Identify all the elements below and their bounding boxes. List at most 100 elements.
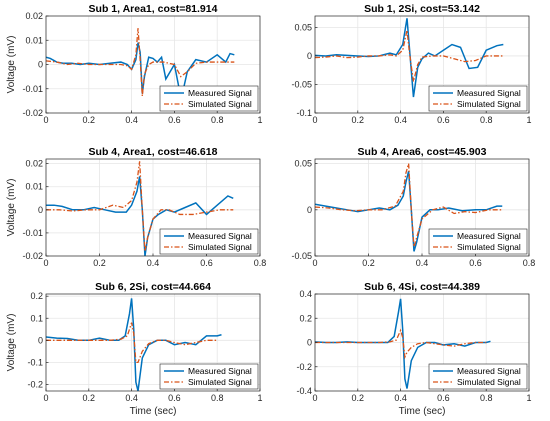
legend-entry: Measured Signal bbox=[188, 88, 252, 98]
subplot-2: 0 0.2 0.4 0.6 0.8 1 -0.1 -0.05 0 0.05 Sub 1, 2Si, … bbox=[291, 3, 531, 125]
measured-signal-line bbox=[315, 18, 504, 98]
y-tick-label: -0.02 bbox=[22, 108, 43, 118]
x-tick-label: 0.8 bbox=[523, 258, 536, 268]
y-tick-label: -0.1 bbox=[296, 108, 312, 118]
x-tick-label: 0.8 bbox=[480, 393, 493, 403]
x-tick-label: 0.8 bbox=[211, 115, 224, 125]
y-tick-label: 0.2 bbox=[299, 313, 312, 323]
x-tick-label: 1 bbox=[526, 393, 531, 403]
y-tick-label: 0 bbox=[307, 51, 312, 61]
subplot-3: 0 0.2 0.4 0.6 0.8 -0.02 -0.01 0 0.01 0.02 Sub 4, A… bbox=[6, 146, 266, 268]
y-tick-label: 0 bbox=[307, 338, 312, 348]
y-tick-label: 0.02 bbox=[25, 11, 43, 21]
x-tick-label: 0.6 bbox=[200, 258, 213, 268]
legend-entry: Measured Signal bbox=[457, 366, 521, 376]
y-tick-label: 0 bbox=[38, 60, 43, 70]
y-tick-label: 0 bbox=[38, 205, 43, 215]
subplot-1: 0 0.2 0.4 0.6 0.8 1 -0.02 -0.01 0 0.01 0.02 Sub 1, … bbox=[6, 3, 263, 125]
x-tick-label: 0 bbox=[43, 258, 48, 268]
measured-signal-line bbox=[315, 298, 491, 389]
x-tick-label: 0.8 bbox=[211, 393, 224, 403]
y-tick-label: -0.2 bbox=[296, 362, 312, 372]
y-tick-label: -0.1 bbox=[27, 357, 43, 367]
chart-title: Sub 6, 4Si, cost=44.389 bbox=[364, 281, 480, 293]
x-tick-label: 1 bbox=[257, 115, 262, 125]
legend-entry: Measured Signal bbox=[457, 88, 521, 98]
legend-entry: Simulated Signal bbox=[457, 99, 521, 109]
x-tick-label: 0.4 bbox=[125, 115, 138, 125]
y-tick-label: -0.01 bbox=[22, 228, 43, 238]
x-tick-label: 0.4 bbox=[125, 393, 138, 403]
x-tick-label: 0 bbox=[43, 115, 48, 125]
x-tick-label: 0 bbox=[312, 258, 317, 268]
chart-title: Sub 4, Area6, cost=45.903 bbox=[358, 146, 487, 158]
legend-entry: Simulated Signal bbox=[457, 242, 521, 252]
y-tick-label: 0.4 bbox=[299, 289, 312, 299]
y-tick-label: -0.4 bbox=[296, 386, 312, 396]
x-tick-label: 0.8 bbox=[480, 115, 493, 125]
chart-title: Sub 4, Area1, cost=46.618 bbox=[89, 146, 218, 158]
legend-entry: Simulated Signal bbox=[188, 377, 252, 387]
x-tick-label: 1 bbox=[257, 393, 262, 403]
legend-entry: Measured Signal bbox=[457, 231, 521, 241]
subplot-5: 0 0.2 0.4 0.6 0.8 1 -0.2 -0.1 0 0.1 0.2 Sub 6, 2Si,… bbox=[6, 281, 263, 417]
x-axis-label: Time (sec) bbox=[130, 406, 177, 417]
x-tick-label: 0.4 bbox=[394, 393, 407, 403]
x-tick-label: 0.8 bbox=[254, 258, 267, 268]
x-tick-label: 0.6 bbox=[437, 393, 450, 403]
y-tick-label: 0.05 bbox=[294, 22, 312, 32]
chart-title: Sub 1, 2Si, cost=53.142 bbox=[364, 3, 480, 15]
legend-entry: Measured Signal bbox=[188, 366, 252, 376]
measured-signal-line bbox=[315, 170, 503, 252]
axes-box bbox=[45, 293, 261, 392]
x-tick-label: 1 bbox=[526, 115, 531, 125]
legend-entry: Simulated Signal bbox=[188, 99, 252, 109]
x-tick-label: 0.2 bbox=[93, 258, 106, 268]
simulated-signal-line bbox=[46, 28, 235, 97]
x-tick-label: 0.6 bbox=[168, 393, 181, 403]
legend-entry: Simulated Signal bbox=[188, 242, 252, 252]
x-tick-label: 0.4 bbox=[147, 258, 160, 268]
legend-box bbox=[159, 363, 259, 390]
y-tick-label: -0.01 bbox=[22, 84, 43, 94]
y-tick-label: 0 bbox=[38, 335, 43, 345]
y-axis-label: Voltage (mV) bbox=[6, 314, 17, 372]
legend-box bbox=[159, 228, 259, 255]
y-tick-label: -0.05 bbox=[291, 79, 312, 89]
y-tick-label: -0.02 bbox=[22, 251, 43, 261]
simulated-signal-line bbox=[315, 328, 487, 360]
legend-entry: Simulated Signal bbox=[457, 377, 521, 387]
x-tick-label: 0 bbox=[312, 115, 317, 125]
simulated-signal-line bbox=[315, 30, 504, 82]
x-tick-label: 0.2 bbox=[83, 115, 96, 125]
chart-title: Sub 6, 2Si, cost=44.664 bbox=[95, 281, 211, 293]
x-tick-label: 0.4 bbox=[394, 115, 407, 125]
y-tick-label: -0.05 bbox=[291, 251, 312, 261]
y-tick-label: 0 bbox=[307, 205, 312, 215]
measured-signal-line bbox=[46, 176, 234, 256]
x-tick-label: 0 bbox=[312, 393, 317, 403]
simulated-signal-line bbox=[46, 322, 218, 363]
x-tick-label: 0.4 bbox=[416, 258, 429, 268]
y-tick-label: 0.01 bbox=[25, 182, 43, 192]
subplot-6: 0 0.2 0.4 0.6 0.8 1 -0.4 -0.2 0 0.2 0.4 Sub 6, 4Si,… bbox=[296, 281, 531, 417]
x-tick-label: 0 bbox=[43, 393, 48, 403]
y-tick-label: 0.2 bbox=[30, 291, 43, 301]
y-tick-label: 0.01 bbox=[25, 35, 43, 45]
y-tick-label: 0.02 bbox=[25, 159, 43, 169]
simulated-signal-line bbox=[46, 161, 234, 252]
legend-box bbox=[428, 85, 528, 112]
chart-title: Sub 1, Area1, cost=81.914 bbox=[89, 3, 218, 15]
x-tick-label: 0.2 bbox=[362, 258, 375, 268]
legend-box bbox=[428, 363, 528, 390]
x-tick-label: 0.2 bbox=[352, 115, 365, 125]
legend-entry: Measured Signal bbox=[188, 231, 252, 241]
y-tick-label: 0.1 bbox=[30, 313, 43, 323]
